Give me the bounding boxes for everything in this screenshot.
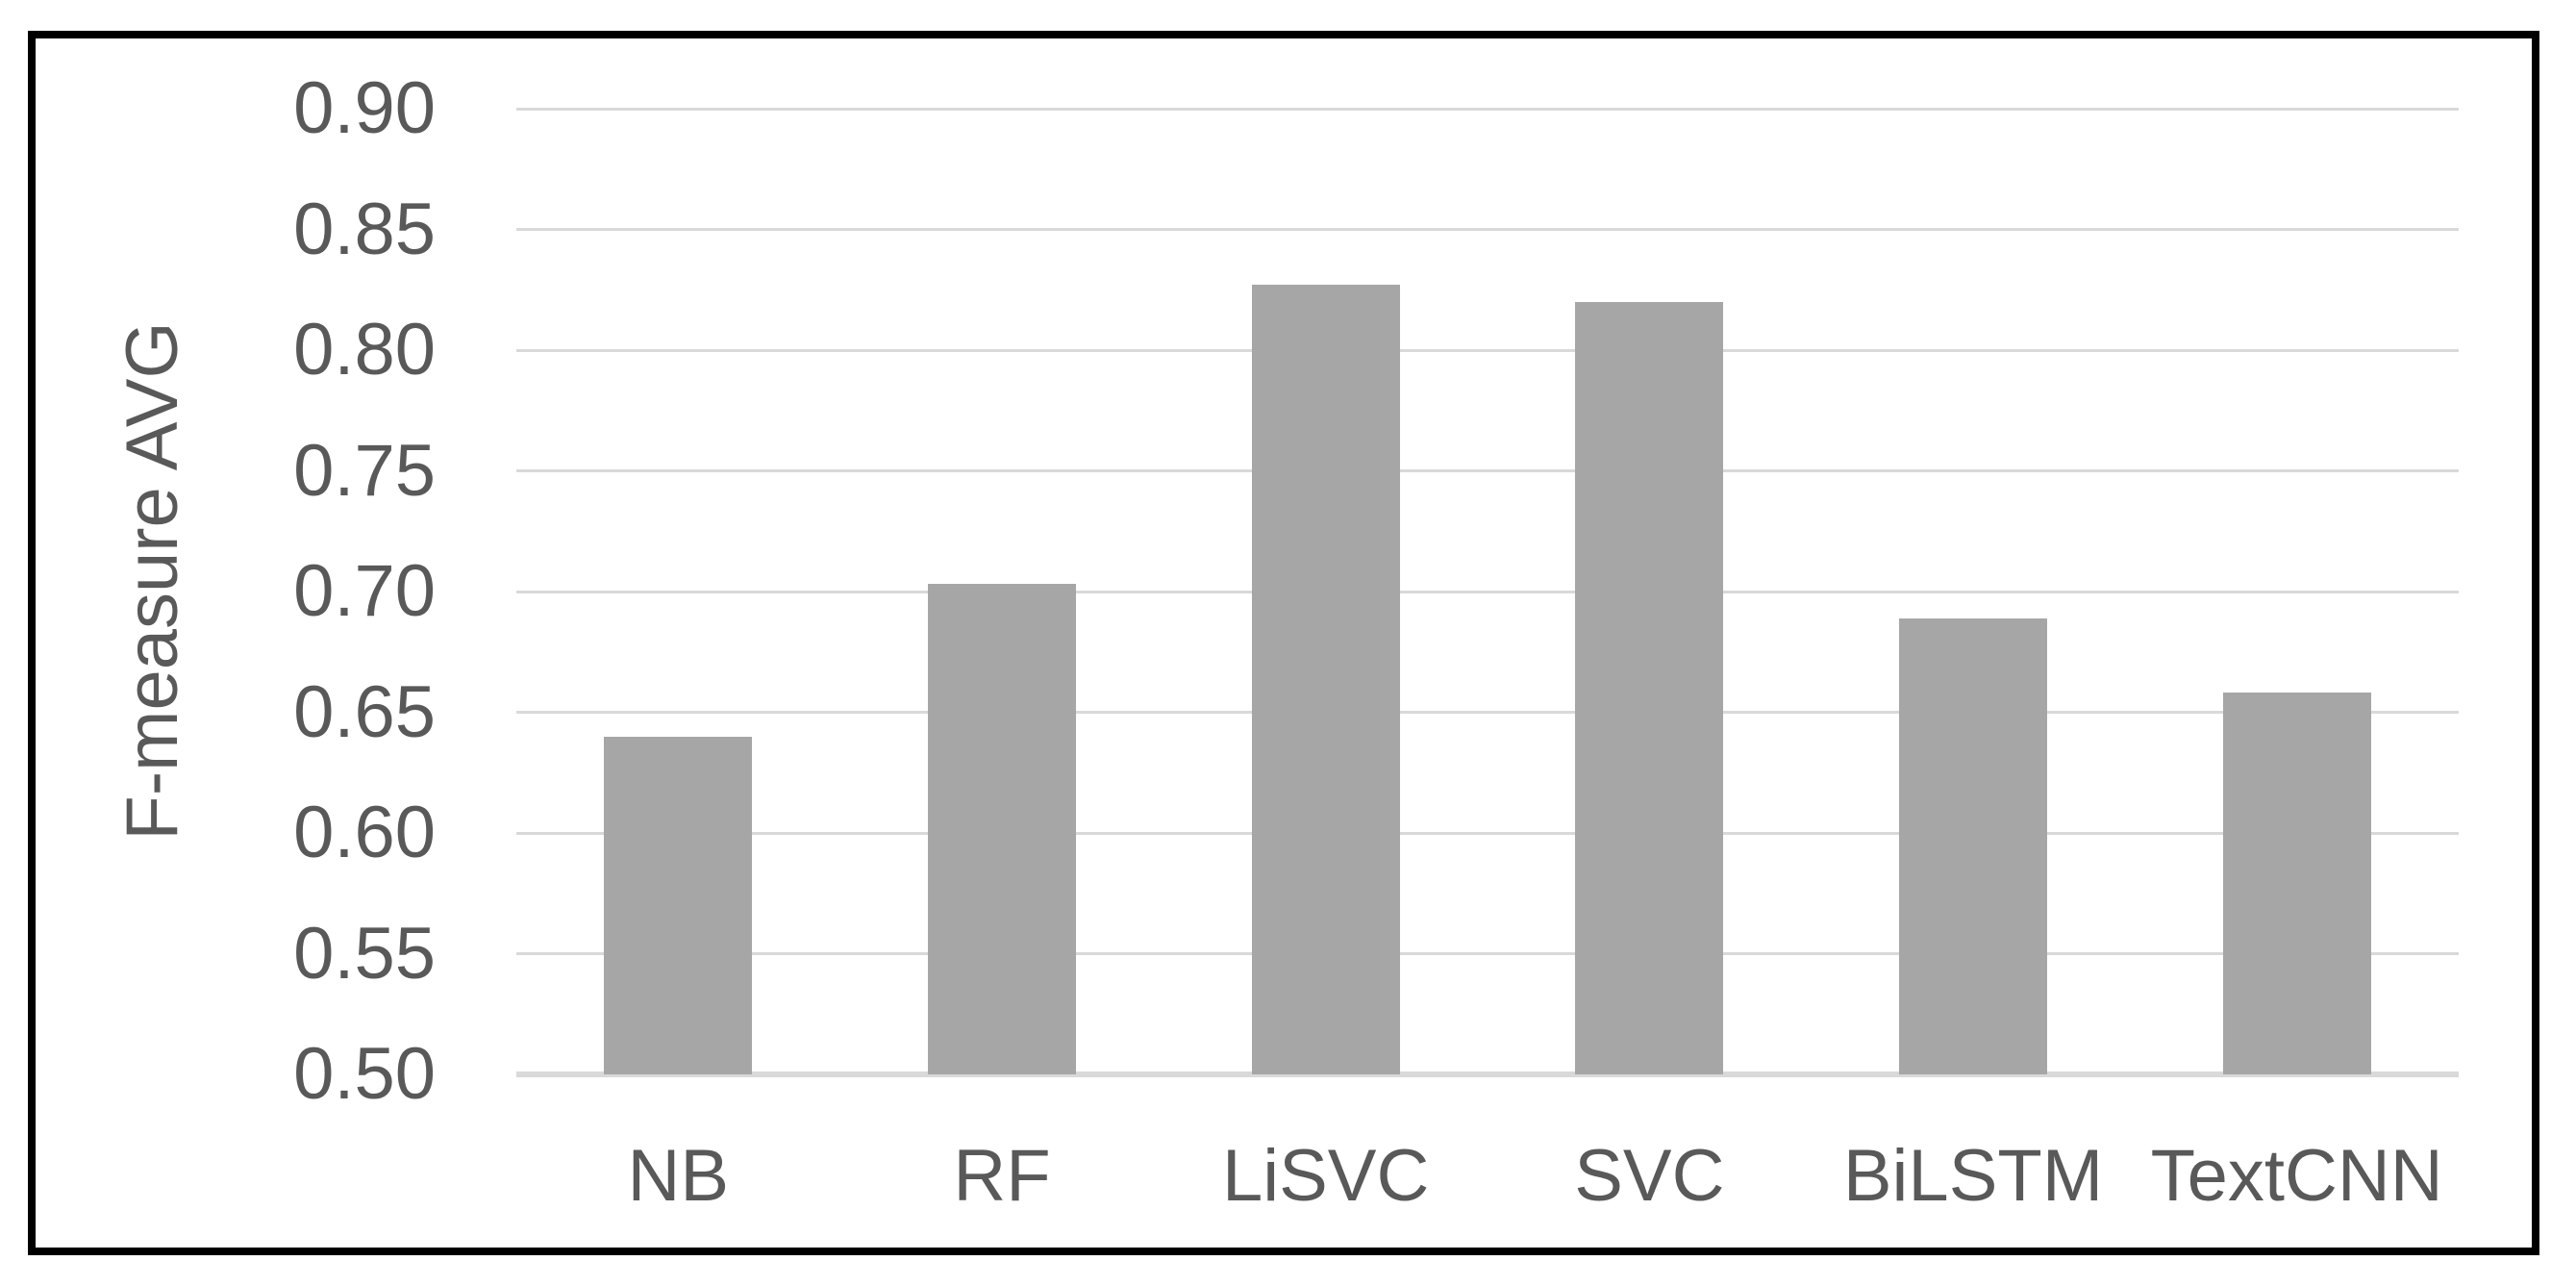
- x-category-label-TextCNN: TextCNN: [2150, 1135, 2443, 1217]
- gridline: [516, 107, 2459, 111]
- y-tick-label: 0.80: [293, 309, 436, 391]
- y-axis-title: F-measure AVG: [112, 321, 193, 841]
- gridline: [516, 348, 2459, 352]
- bar-RF: [928, 584, 1076, 1074]
- x-category-label-RF: RF: [953, 1135, 1051, 1217]
- y-tick-label: 0.65: [293, 670, 436, 753]
- gridline: [516, 228, 2459, 231]
- gridline: [516, 952, 2459, 955]
- y-tick-label: 0.70: [293, 550, 436, 632]
- plot-area: [516, 107, 2459, 1077]
- chart-border-frame: F-measure AVG 0.50 0.55 0.60 0.65 0.70 0.75 0.…: [28, 31, 2539, 1255]
- bar-NB: [604, 736, 753, 1074]
- bar-TextCNN: [2222, 693, 2371, 1074]
- bar-LiSVC: [1251, 285, 1400, 1074]
- gridline: [516, 831, 2459, 835]
- x-category-label-SVC: SVC: [1574, 1135, 1725, 1217]
- y-tick-label: 0.85: [293, 188, 436, 270]
- y-tick-label: 0.60: [293, 792, 436, 873]
- x-category-label-LiSVC: LiSVC: [1221, 1135, 1430, 1217]
- gridline: [516, 711, 2459, 714]
- gridline: [516, 469, 2459, 472]
- x-axis-line: [516, 1072, 2459, 1077]
- y-tick-label: 0.50: [293, 1033, 436, 1115]
- y-tick-label: 0.75: [293, 429, 436, 512]
- bar-BiLSTM: [1899, 618, 2047, 1074]
- x-category-label-NB: NB: [627, 1135, 730, 1217]
- x-category-label-BiLSTM: BiLSTM: [1842, 1135, 2104, 1217]
- y-tick-label: 0.90: [293, 67, 436, 149]
- y-tick-label: 0.55: [293, 912, 436, 995]
- bar-SVC: [1575, 301, 1724, 1074]
- gridline: [516, 590, 2459, 593]
